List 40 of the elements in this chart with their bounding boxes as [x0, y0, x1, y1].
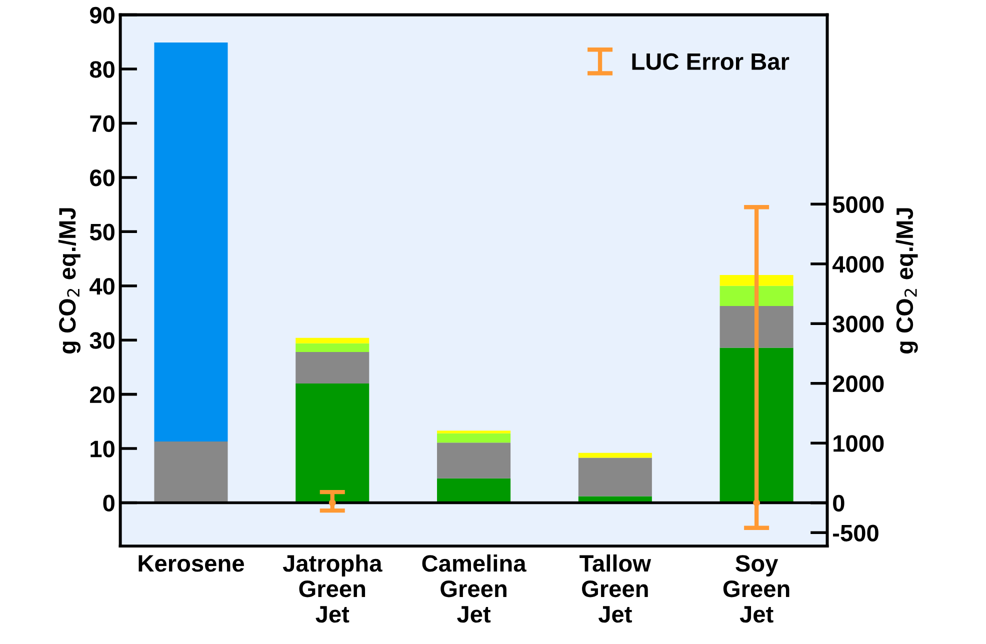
y2-tick-label: 2000	[832, 375, 884, 392]
y-tick-label: 10	[90, 440, 114, 458]
bar	[437, 430, 511, 434]
bar	[296, 338, 370, 344]
y-tick-label: 60	[90, 170, 114, 186]
y-tick-label: 50	[90, 224, 114, 240]
y-tick-label: 30	[90, 332, 114, 349]
y-tick-label: 40	[90, 278, 114, 295]
y2-tick-label: 3000	[832, 316, 884, 332]
x-tick-label: Tallow Green Jet	[580, 554, 652, 623]
y2-tick-label: 0	[833, 494, 844, 512]
bar	[437, 478, 511, 503]
x-tick-label: Kerosene	[138, 555, 244, 572]
bar	[154, 42, 228, 442]
bar	[296, 383, 370, 503]
bar	[720, 275, 794, 286]
y2-axis-title: g CO$_{2}$ eq./MJ	[896, 208, 918, 354]
bar	[296, 352, 370, 384]
y-tick-label: 90	[90, 6, 114, 24]
bar	[720, 286, 794, 306]
y2-tick-label: 4000	[832, 256, 884, 273]
x-tick-label: Camelina Green Jet	[422, 554, 526, 623]
bar	[720, 306, 794, 348]
y2-tick-label: -500	[833, 524, 878, 542]
y-tick-label: 20	[90, 386, 114, 404]
bar	[437, 442, 511, 478]
bar	[578, 452, 652, 458]
y2-tick-label: 5000	[832, 196, 884, 213]
bar	[578, 458, 652, 496]
bar	[154, 441, 228, 503]
bar	[437, 433, 511, 443]
y-axis-title: g CO$_{2}$ eq./MJ	[58, 208, 81, 354]
x-tick-label: Jatropha Green Jet	[282, 554, 382, 623]
bar	[296, 343, 370, 352]
x-tick-label: Soy Green Jet	[723, 555, 790, 623]
y-tick-label: 80	[90, 61, 114, 78]
legend-label: LUC Error Bar	[632, 53, 790, 70]
y-tick-label: 0	[103, 494, 114, 512]
y-tick-label: 70	[90, 115, 114, 132]
y2-tick-label: 1000	[834, 435, 884, 452]
